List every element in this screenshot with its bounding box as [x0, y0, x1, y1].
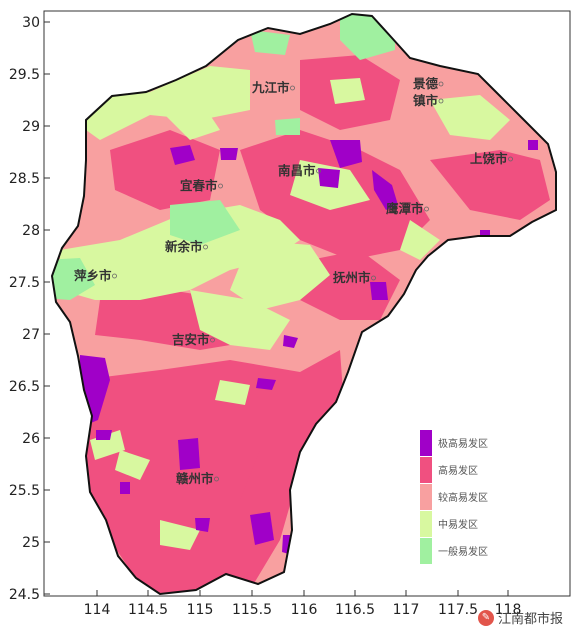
- city-marker: [508, 156, 513, 162]
- zones-medium: [60, 66, 510, 550]
- city-label-nanchang: 南昌市: [278, 163, 316, 178]
- city-marker: [218, 183, 223, 189]
- province-boundary: [50, 12, 557, 596]
- x-tick-label: 115: [187, 602, 214, 618]
- city-label-yingtan: 鹰潭市: [386, 201, 424, 216]
- city-label-shangrao: 上饶市: [470, 151, 508, 166]
- city-label-xinyu: 新余市: [165, 239, 203, 254]
- legend-label: 一般易发区: [438, 545, 488, 558]
- city-marker: [210, 337, 215, 343]
- city-marker: [290, 85, 295, 91]
- watermark-logo-icon: ✎: [477, 609, 494, 626]
- watermark-text: 江南都市报: [497, 612, 563, 627]
- city-label-pingxiang: 萍乡市: [74, 268, 112, 283]
- zones-high: [80, 55, 550, 594]
- legend-swatch: [420, 484, 432, 510]
- x-tick-label: 116: [291, 602, 318, 618]
- x-tick-label: 114.5: [128, 602, 168, 618]
- y-tick-label: 28.5: [9, 171, 40, 187]
- legend-swatch: [420, 538, 432, 564]
- legend-label: 中易发区: [438, 518, 478, 531]
- city-label-jingdezhen_1: 景德: [413, 76, 439, 91]
- y-tick-label: 29.5: [9, 67, 40, 83]
- x-tick-label: 117.5: [438, 602, 478, 618]
- city-marker: [424, 206, 429, 212]
- y-tick-label: 30: [22, 15, 40, 31]
- y-tick-label: 26: [22, 431, 40, 447]
- city-marker: [316, 168, 321, 174]
- city-marker: [214, 476, 219, 482]
- city-marker: [203, 244, 208, 250]
- x-tick-label: 114: [84, 602, 111, 618]
- y-tick-label: 25.5: [9, 483, 40, 499]
- city-marker: [371, 275, 376, 281]
- city-label-jingdezhen_2: 镇市: [413, 93, 439, 108]
- city-label-jian: 吉安市: [172, 332, 210, 347]
- y-tick-label: 27: [22, 327, 40, 343]
- x-tick-label: 115.5: [232, 602, 272, 618]
- legend-swatch: [420, 457, 432, 483]
- x-tick-label: 117: [393, 602, 420, 618]
- x-tick-label: 116.5: [335, 602, 375, 618]
- city-label-fuzhou: 抚州市: [333, 270, 371, 285]
- y-axis-ticks: 24.5 25 25.5 26 26.5 27 27.5 28 28.5 29 29.5 30: [9, 15, 50, 603]
- city-marker: [438, 98, 444, 104]
- y-tick-label: 28: [22, 223, 40, 239]
- legend-label: 高易发区: [438, 464, 478, 477]
- y-tick-label: 29: [22, 119, 40, 135]
- city-marker: [112, 273, 117, 279]
- x-tick-label: 118: [495, 602, 522, 618]
- city-label-ganzhou: 赣州市: [176, 471, 214, 486]
- zones-very-high: [80, 140, 538, 555]
- watermark: ✎ 江南都市报: [477, 608, 563, 627]
- legend-label: 较高易发区: [438, 491, 488, 504]
- legend-label: 极高易发区: [438, 437, 488, 450]
- legend-swatch: [420, 430, 432, 456]
- zone-layer: [52, 14, 556, 594]
- y-tick-label: 25: [22, 535, 40, 551]
- legend-swatch: [420, 511, 432, 537]
- x-axis-ticks: 114 114.5 115 115.5 116 116.5 117 117.5 118: [84, 590, 522, 618]
- city-label-jiujiang: 九江市: [251, 80, 290, 95]
- y-tick-label: 26.5: [9, 379, 40, 395]
- plot-frame: [43, 10, 571, 597]
- y-tick-label: 27.5: [9, 275, 40, 291]
- y-tick-label: 24.5: [9, 587, 40, 603]
- city-marker: [438, 81, 444, 87]
- city-label-yichun: 宜春市: [180, 178, 218, 193]
